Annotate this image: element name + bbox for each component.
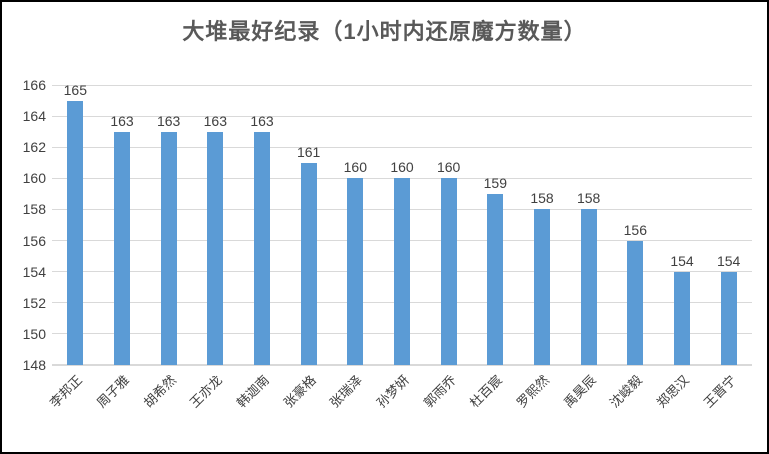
x-axis-category-label: 禹昊辰 bbox=[560, 372, 599, 411]
y-axis-tick-label: 162 bbox=[22, 139, 46, 156]
bar bbox=[207, 131, 224, 365]
x-axis-category-label: 张豪格 bbox=[280, 372, 319, 411]
x-axis-category-label: 王亦龙 bbox=[187, 372, 226, 411]
bar-value-label: 163 bbox=[203, 112, 227, 129]
bar-value-label: 160 bbox=[390, 159, 414, 176]
x-axis-category-label: 王晋宁 bbox=[700, 372, 739, 411]
x-axis-category-label: 孙梦妍 bbox=[373, 372, 412, 411]
bar bbox=[674, 271, 690, 365]
x-axis-line bbox=[52, 364, 752, 366]
bar bbox=[300, 162, 317, 365]
x-axis-category-label: 韩迦南 bbox=[233, 372, 272, 411]
bar-value-label: 163 bbox=[110, 112, 134, 129]
gridline bbox=[52, 177, 752, 179]
bar-value-label: 160 bbox=[436, 159, 461, 176]
chart-title: 大堆最好纪录（1小时内还原魔方数量） bbox=[182, 19, 587, 44]
gridline bbox=[52, 84, 752, 86]
y-axis-tick-label: 156 bbox=[22, 232, 46, 249]
bar bbox=[440, 178, 457, 365]
bar bbox=[487, 193, 504, 365]
bar-value-label: 156 bbox=[623, 221, 647, 238]
plot-area: 148 150 152 154 156 158 160 162 164 166 165 李邦正 163 周… bbox=[23, 77, 752, 410]
y-axis-tick-label: 154 bbox=[22, 263, 46, 280]
x-axis-category-label: 沈峻毅 bbox=[607, 372, 646, 411]
bar-value-label: 165 bbox=[63, 81, 87, 98]
bar bbox=[720, 271, 737, 365]
y-axis-tick-label: 164 bbox=[22, 108, 46, 125]
x-axis-category-label: 胡希然 bbox=[140, 372, 179, 411]
x-axis-category-label: 李邦正 bbox=[47, 372, 86, 411]
bar bbox=[627, 240, 644, 365]
bar bbox=[160, 131, 177, 365]
bar-value-label: 159 bbox=[483, 174, 507, 191]
gridline bbox=[52, 115, 752, 117]
x-axis-category-label: 罗熙然 bbox=[513, 372, 552, 411]
y-axis-tick-label: 148 bbox=[22, 357, 46, 373]
y-axis-tick-label: 152 bbox=[22, 294, 46, 311]
bar-value-label: 154 bbox=[716, 252, 741, 269]
bar bbox=[534, 209, 550, 365]
bar-value-label: 160 bbox=[343, 159, 367, 176]
y-axis-tick-label: 166 bbox=[22, 77, 46, 93]
bar bbox=[67, 100, 84, 365]
x-axis-category-label: 周子雅 bbox=[93, 372, 132, 411]
bar bbox=[580, 209, 597, 365]
gridline bbox=[52, 146, 752, 148]
bar-value-label: 158 bbox=[530, 190, 554, 207]
bar bbox=[114, 131, 130, 365]
bar-value-label: 163 bbox=[156, 112, 181, 129]
x-axis-category-label: 郑思汉 bbox=[653, 372, 692, 411]
x-axis-category-label: 杜百宸 bbox=[467, 372, 506, 411]
y-axis-tick-label: 160 bbox=[22, 170, 46, 187]
bar bbox=[347, 178, 364, 365]
bar-value-label: 163 bbox=[250, 112, 274, 129]
bar bbox=[394, 178, 410, 365]
y-axis-tick-label: 150 bbox=[22, 325, 46, 342]
x-axis-category-label: 郭雨乔 bbox=[420, 372, 459, 411]
y-axis-tick-label: 158 bbox=[22, 201, 46, 218]
x-axis-category-label: 张瑞泽 bbox=[327, 372, 366, 411]
bar-value-label: 158 bbox=[576, 190, 601, 207]
bar-value-label: 161 bbox=[296, 143, 321, 160]
bar-value-label: 154 bbox=[670, 252, 694, 269]
bar bbox=[254, 131, 270, 365]
